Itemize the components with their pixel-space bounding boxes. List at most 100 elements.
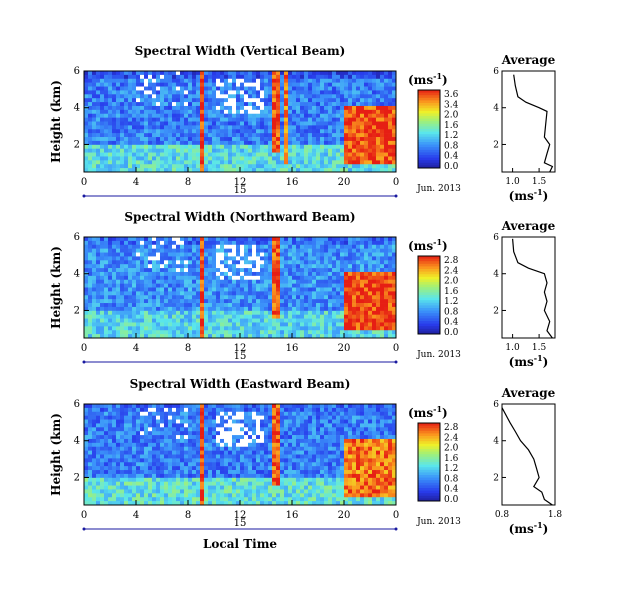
heatmap-cell xyxy=(144,152,149,157)
heatmap-cell xyxy=(308,330,313,335)
heatmap-cell xyxy=(360,299,365,304)
heatmap-cell xyxy=(224,160,229,165)
heatmap-cell xyxy=(156,454,161,459)
heatmap-cell xyxy=(296,160,301,165)
heatmap-cell xyxy=(308,287,313,292)
heatmap-cell xyxy=(132,431,137,436)
heatmap-cell xyxy=(272,240,277,246)
heatmap-cell xyxy=(240,322,245,327)
heatmap-cell xyxy=(172,244,177,249)
heatmap-cell xyxy=(156,168,161,173)
heatmap-cell xyxy=(236,137,241,142)
heatmap-cell xyxy=(240,164,245,169)
heatmap-cell xyxy=(140,140,145,146)
heatmap-cell xyxy=(336,125,341,130)
heatmap-cell xyxy=(272,71,277,76)
heatmap-cell xyxy=(380,256,385,261)
heatmap-cell xyxy=(320,74,325,80)
heatmap-cell xyxy=(256,94,261,99)
heatmap-cell xyxy=(88,74,93,80)
heatmap-cell xyxy=(160,152,165,157)
heatmap-cell xyxy=(368,71,373,76)
heatmap-cell xyxy=(140,156,145,161)
heatmap-cell xyxy=(112,256,117,261)
heatmap-cell xyxy=(376,330,381,335)
heatmap-cell xyxy=(304,133,309,138)
heatmap-cell xyxy=(216,90,221,95)
heatmap-cell xyxy=(332,330,337,335)
heatmap-cell xyxy=(384,117,389,122)
heatmap-cell xyxy=(380,94,385,99)
heatmap-cell xyxy=(112,86,117,91)
heatmap-cell xyxy=(212,318,217,323)
heatmap-cell xyxy=(332,102,337,107)
heatmap-cell xyxy=(124,252,129,257)
heatmap-cell xyxy=(276,264,281,269)
heatmap-cell xyxy=(148,330,153,335)
heatmap-cell xyxy=(164,477,169,482)
heatmap-cell xyxy=(136,74,141,80)
heatmap-cell xyxy=(108,450,113,455)
heatmap-cell xyxy=(276,102,281,107)
heatmap-cell xyxy=(260,303,265,308)
heatmap-cell xyxy=(100,462,105,467)
heatmap-cell xyxy=(168,260,173,265)
heatmap-cell xyxy=(380,137,385,142)
heatmap-cell xyxy=(368,264,373,269)
heatmap-cell xyxy=(236,71,241,76)
heatmap-cell xyxy=(248,322,253,327)
heatmap-cell xyxy=(140,105,145,111)
heatmap-cell xyxy=(280,306,285,312)
heatmap-cell xyxy=(384,252,389,257)
heatmap-cell xyxy=(356,256,361,261)
heatmap-cell xyxy=(364,268,369,273)
heatmap-cell xyxy=(316,74,321,80)
heatmap-cell xyxy=(292,256,297,261)
heatmap-cell xyxy=(176,90,181,95)
heatmap-cell xyxy=(116,164,121,169)
avg-x-tick-label: 1.0 xyxy=(505,343,520,353)
heatmap-cell xyxy=(132,271,137,277)
heatmap-cell xyxy=(208,299,213,304)
heatmap-cell xyxy=(152,268,157,273)
average-frame xyxy=(501,236,556,339)
heatmap-cell xyxy=(132,268,137,273)
heatmap-cell xyxy=(84,470,89,475)
heatmap-cell xyxy=(312,299,317,304)
heatmap-cell xyxy=(136,248,141,253)
heatmap-cell xyxy=(380,117,385,122)
heatmap-cell xyxy=(108,427,113,432)
heatmap-cell xyxy=(252,168,257,173)
heatmap-cell xyxy=(296,117,301,122)
heatmap-cell xyxy=(136,264,141,269)
heatmap-cell xyxy=(104,493,109,498)
heatmap-cell xyxy=(184,137,189,142)
heatmap-cell xyxy=(140,90,145,95)
heatmap-cell xyxy=(120,156,125,161)
heatmap-cell xyxy=(280,113,285,118)
heatmap-cell xyxy=(352,318,357,323)
heatmap-cell xyxy=(132,260,137,265)
heatmap-cell xyxy=(116,493,121,498)
heatmap-cell xyxy=(312,330,317,335)
heatmap-cell xyxy=(176,446,181,451)
heatmap-cell xyxy=(156,248,161,253)
heatmap-cell xyxy=(356,291,361,296)
heatmap-cell xyxy=(136,334,141,339)
heatmap-cell xyxy=(244,164,249,169)
heatmap-cell xyxy=(208,102,213,107)
heatmap-cell xyxy=(204,306,209,312)
heatmap-cell xyxy=(164,322,169,327)
heatmap-cell xyxy=(104,82,109,87)
heatmap-cell xyxy=(256,291,261,296)
heatmap-cell xyxy=(156,94,161,99)
heatmap-cell xyxy=(224,303,229,308)
heatmap-cell xyxy=(364,109,369,115)
colorbar-segment xyxy=(418,274,440,278)
heatmap-cell xyxy=(112,275,117,281)
heatmap-cell xyxy=(96,411,101,416)
heatmap-cell xyxy=(152,419,157,424)
heatmap-cell xyxy=(308,140,313,146)
heatmap-cell xyxy=(364,314,369,319)
heatmap-cell xyxy=(300,334,305,339)
